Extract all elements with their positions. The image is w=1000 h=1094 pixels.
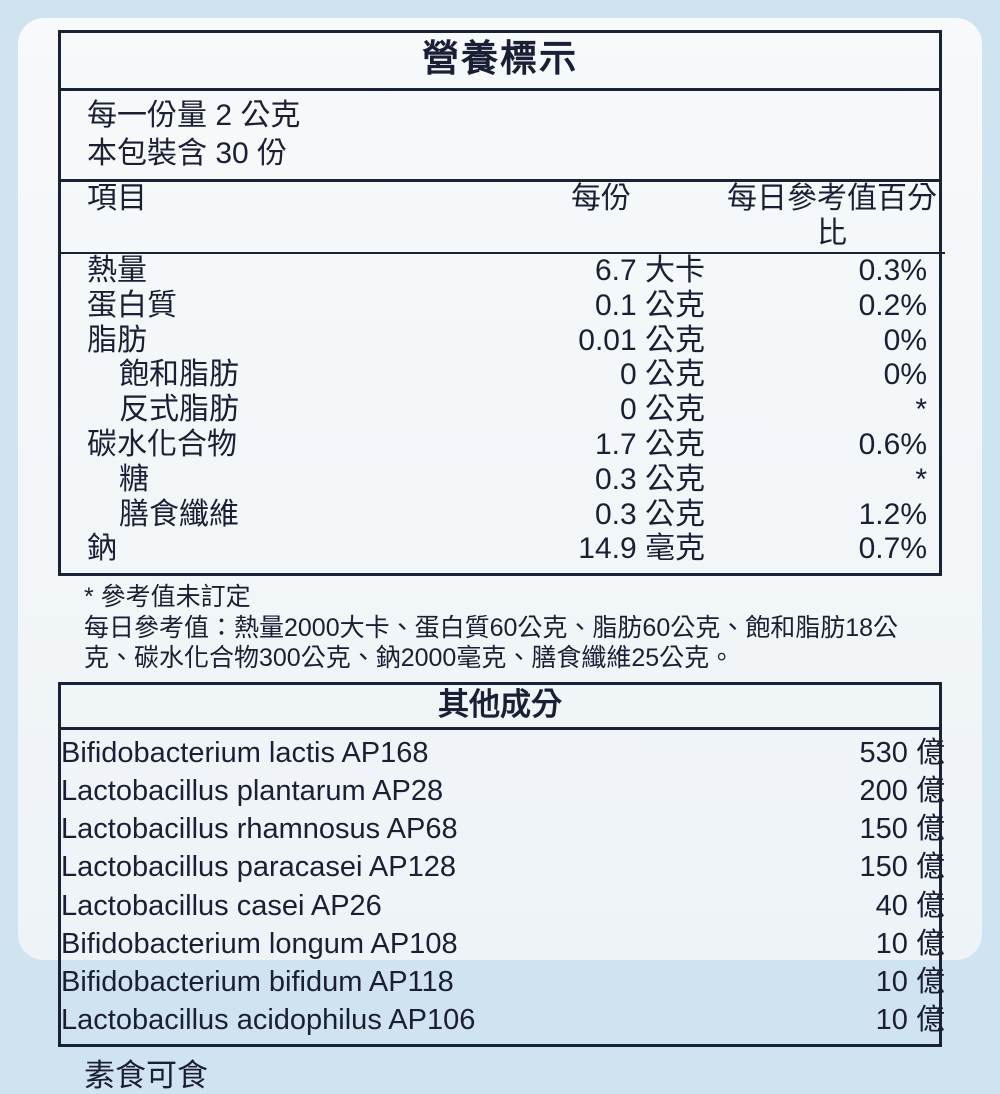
ingredient-count: 40 億 [875,889,945,922]
table-row: 反式脂肪 0 公克 * [61,393,945,428]
nutrient-amount: 6.7 大卡 [594,254,705,288]
footnotes: * 參考值未訂定 每日參考值：熱量2000大卡、蛋白質60公克、脂肪60公克、飽… [58,576,942,682]
table-row: Bifidobacterium longum AP108 10 億 [61,925,945,963]
nutrient-daily-value: 0% [883,358,927,392]
table-row: Lactobacillus paracasei AP128 150 億 [61,848,945,886]
nutrient-amount: 1.7 公克 [594,428,705,462]
table-row: Bifidobacterium lactis AP168 530 億 [61,730,945,772]
table-row: 飽和脂肪 0 公克 0% [61,358,945,393]
table-row: 脂肪 0.01 公克 0% [61,324,945,359]
ingredient-count: 150 億 [859,813,945,846]
serving-information: 每一份量 2 公克 本包裝含 30 份 [61,91,939,183]
ingredient-name: Lactobacillus plantarum AP28 [61,775,444,808]
nutrient-name: 鈉 [87,532,117,566]
ingredient-name: Lactobacillus paracasei AP128 [61,851,456,884]
nutrient-amount: 14.9 毫克 [578,532,705,566]
table-row: Bifidobacterium bifidum AP118 10 億 [61,963,945,1001]
nutrient-daily-value: 0.3% [858,254,927,288]
nutrient-daily-value: 1.2% [858,497,927,531]
nutrient-amount: 0 公克 [619,393,705,427]
nutrient-name: 膳食纖維 [119,497,239,531]
nutrient-amount: 0.01 公克 [578,323,705,357]
vegetarian-note: 素食可食 [84,1057,208,1093]
table-row: Lactobacillus casei AP26 40 億 [61,887,945,925]
ingredient-count: 10 億 [875,1004,945,1037]
nutrition-table-body: 熱量 6.7 大卡 0.3% 蛋白質 0.1 公克 0.2% 脂肪 0.01 公… [61,253,945,573]
nutrition-table-header-row: 項目 每份 每日參考值百分比 [61,182,945,255]
nutrient-daily-value: * [915,462,927,496]
nutrient-name: 飽和脂肪 [119,358,239,392]
nutrient-daily-value: 0.7% [858,532,927,566]
table-row: 蛋白質 0.1 公克 0.2% [61,289,945,324]
nutrition-table: 項目 每份 每日參考值百分比 熱量 6.7 大卡 0.3% 蛋白質 0.1 公克… [61,182,945,573]
nutrient-name: 糖 [119,462,149,496]
ingredient-count: 530 億 [859,736,945,769]
nutrition-facts-box: 營養標示 每一份量 2 公克 本包裝含 30 份 項目 每份 每日參考值百分比 [58,30,945,577]
footnote-daily-reference: 每日參考值：熱量2000大卡、蛋白質60公克、脂肪60公克、飽和脂肪18公克、碳… [84,613,899,673]
column-header-daily-value: 每日參考值百分比 [721,182,945,255]
table-row: Lactobacillus acidophilus AP106 10 億 [61,1001,945,1043]
table-row: 膳食纖維 0.3 公克 1.2% [61,498,945,533]
ingredient-name: Lactobacillus rhamnosus AP68 [61,813,458,846]
nutrient-daily-value: * [915,393,927,427]
ingredient-count: 200 億 [859,775,945,808]
other-ingredients-table: Bifidobacterium lactis AP168 530 億 Lacto… [61,730,945,1044]
nutrient-name: 熱量 [87,254,147,288]
table-row: 糖 0.3 公克 * [61,463,945,498]
nutrient-amount: 0 公克 [619,358,705,392]
table-row: 碳水化合物 1.7 公克 0.6% [61,428,945,463]
ingredient-name: Lactobacillus casei AP26 [61,889,382,922]
nutrient-name: 反式脂肪 [119,393,239,427]
serving-size: 每一份量 2 公克 [87,98,301,132]
ingredient-count: 10 億 [875,927,945,960]
servings-per-container: 本包裝含 30 份 [87,137,288,171]
ingredient-name: Bifidobacterium longum AP108 [61,927,458,960]
table-row: 鈉 14.9 毫克 0.7% [61,532,945,573]
nutrient-daily-value: 0.2% [858,288,927,322]
ingredient-name: Bifidobacterium lactis AP168 [61,736,429,769]
nutrient-daily-value: 0.6% [858,428,927,462]
nutrition-label-page: 營養標示 每一份量 2 公克 本包裝含 30 份 項目 每份 每日參考值百分比 [18,18,982,1093]
footnote-star-note: * 參考值未訂定 [84,583,251,612]
nutrition-facts-title: 營養標示 [61,33,939,91]
column-header-item: 項目 [61,182,481,255]
nutrient-name: 蛋白質 [87,288,177,322]
ingredient-count: 150 億 [859,851,945,884]
nutrient-daily-value: 0% [883,323,927,357]
table-row: Lactobacillus plantarum AP28 200 億 [61,772,945,810]
nutrient-name: 碳水化合物 [87,428,237,462]
column-header-per-serving: 每份 [481,182,721,255]
nutrient-name: 脂肪 [87,323,147,357]
ingredient-name: Bifidobacterium bifidum AP118 [61,966,454,999]
ingredient-name: Lactobacillus acidophilus AP106 [61,1004,476,1037]
nutrient-amount: 0.3 公克 [594,462,705,496]
label-card: 營養標示 每一份量 2 公克 本包裝含 30 份 項目 每份 每日參考值百分比 [18,18,982,1093]
table-row: 熱量 6.7 大卡 0.3% [61,253,945,289]
other-ingredients-title: 其他成分 [61,685,939,730]
nutrient-amount: 0.1 公克 [594,288,705,322]
ingredient-count: 10 億 [875,966,945,999]
table-row: Lactobacillus rhamnosus AP68 150 億 [61,810,945,848]
other-ingredients-box: 其他成分 Bifidobacterium lactis AP168 530 億 … [58,681,945,1047]
nutrient-amount: 0.3 公克 [594,497,705,531]
